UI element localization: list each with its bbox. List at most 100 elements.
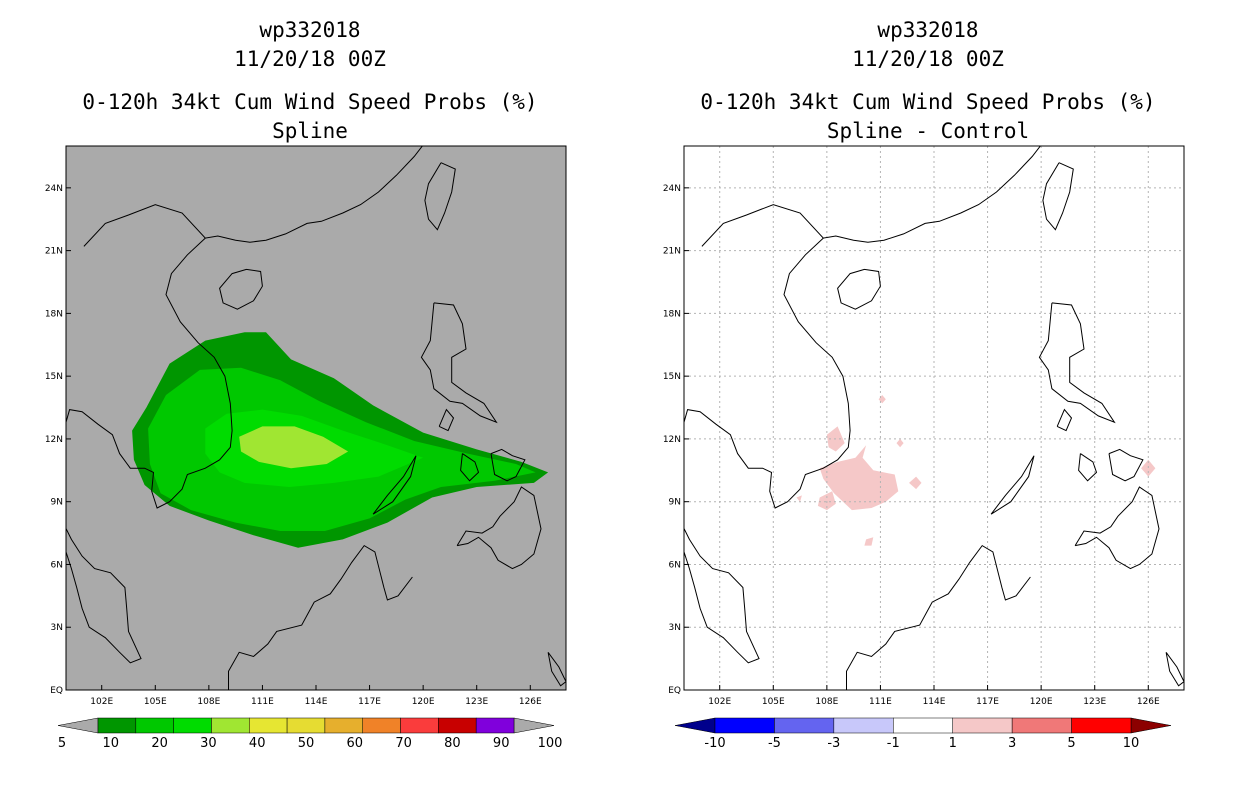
coastline-4 xyxy=(1038,302,1116,424)
y-tick-label: 3N xyxy=(51,623,63,633)
x-tick-label: 108E xyxy=(197,697,220,707)
panel-subtitle: Spline xyxy=(272,119,348,143)
coastline-0 xyxy=(83,146,423,247)
colorbar-swatch xyxy=(714,717,775,734)
colorbar: -10 -5 -3 -1 1 3 5 10 xyxy=(674,717,1172,751)
colorbar-label: 20 xyxy=(151,736,168,751)
colorbar-swatch xyxy=(1011,717,1072,734)
colorbar-label: 3 xyxy=(1008,736,1016,751)
contour-1-7 xyxy=(796,495,802,502)
y-tick-label: 3N xyxy=(669,623,681,633)
colorbar-label: 50 xyxy=(298,736,315,751)
contour-1-2 xyxy=(817,491,836,511)
colorbar-label: 80 xyxy=(444,736,461,751)
colorbar-label: 70 xyxy=(395,736,412,751)
coastline-11 xyxy=(1165,652,1184,687)
colorbar-label: 10 xyxy=(1123,736,1140,751)
y-tick-label: 24N xyxy=(663,184,681,194)
x-tick-label: 123E xyxy=(1083,697,1106,707)
y-tick-label: EQ xyxy=(50,686,63,696)
x-tick-label: 105E xyxy=(762,697,785,707)
contour-30-3 xyxy=(239,426,349,469)
colorbar-label: -3 xyxy=(827,736,840,751)
colorbar-swatch xyxy=(211,717,250,734)
colorbar-swatch xyxy=(833,717,894,734)
y-tick-label: 15N xyxy=(663,372,681,382)
y-tick-label: 21N xyxy=(663,247,681,257)
x-tick-label: 117E xyxy=(358,697,381,707)
y-tick-label: 18N xyxy=(663,309,681,319)
contour-1-0 xyxy=(819,445,899,511)
x-tick-label: 102E xyxy=(708,697,731,707)
map-layer xyxy=(684,146,1184,690)
coastline-11 xyxy=(547,652,566,687)
colorbar-label: -5 xyxy=(768,736,781,751)
coastline-7 xyxy=(1074,486,1160,570)
x-tick-label: 126E xyxy=(1137,697,1160,707)
colorbar-swatch xyxy=(324,717,363,734)
colorbar-upper-arrow xyxy=(513,717,555,734)
coastline-8 xyxy=(490,448,526,482)
colorbar-label: 30 xyxy=(200,736,217,751)
y-tick-label: 6N xyxy=(669,560,681,570)
product-name: 0-120h 34kt Cum Wind Speed Probs (%) xyxy=(82,90,538,114)
storm-id: wp332018 xyxy=(877,18,979,42)
product-name: 0-120h 34kt Cum Wind Speed Probs (%) xyxy=(700,90,1156,114)
colorbar-label: -1 xyxy=(887,736,900,751)
x-tick-label: 126E xyxy=(519,697,542,707)
y-tick-label: 9N xyxy=(51,498,63,508)
coastline-3 xyxy=(424,162,456,231)
coastline-8 xyxy=(1108,448,1144,482)
right-panel-title: wp332018 11/20/18 00Z 0-120h 34kt Cum Wi… xyxy=(678,16,1178,146)
coastline-2 xyxy=(219,268,263,310)
coastline-7 xyxy=(456,486,542,570)
colorbar-swatch xyxy=(774,717,835,734)
coastline-9 xyxy=(1078,453,1098,482)
x-tick-label: 114E xyxy=(923,697,946,707)
colorbar-upper-arrow xyxy=(1130,717,1172,734)
colorbar-label: 60 xyxy=(347,736,364,751)
y-tick-label: 12N xyxy=(663,435,681,445)
colorbar-lower-arrow xyxy=(674,717,716,734)
coastline-1 xyxy=(684,237,851,664)
colorbar-label: 40 xyxy=(249,736,266,751)
colorbar-swatch xyxy=(97,717,137,734)
contour-1-3 xyxy=(864,537,874,546)
colorbar-swatch xyxy=(286,717,326,734)
coastline-10 xyxy=(438,408,455,432)
colorbar-swatch xyxy=(135,717,174,734)
coastline-5 xyxy=(990,455,1035,515)
colorbar-swatch xyxy=(1071,717,1132,734)
storm-id: wp332018 xyxy=(259,18,361,42)
colorbar-label: 5 xyxy=(58,736,66,751)
x-tick-label: 102E xyxy=(90,697,113,707)
colorbar: 5 10 20 30 40 50 60 70 80 90 100 xyxy=(58,717,563,751)
colorbar-label: 1 xyxy=(949,736,957,751)
x-tick-label: 108E xyxy=(815,697,838,707)
contour-1-4 xyxy=(909,476,922,490)
colorbar-swatch xyxy=(400,717,439,734)
colorbar-swatch xyxy=(173,717,212,734)
coastline-6 xyxy=(846,544,1031,690)
colorbar-label: 100 xyxy=(538,736,563,751)
x-tick-label: 123E xyxy=(465,697,488,707)
forecast-time: 11/20/18 00Z xyxy=(234,47,386,71)
forecast-time: 11/20/18 00Z xyxy=(852,47,1004,71)
map-layer xyxy=(66,146,566,690)
y-tick-label: 9N xyxy=(669,498,681,508)
x-tick-label: 120E xyxy=(412,697,435,707)
coastline-5 xyxy=(372,455,417,515)
x-tick-label: 117E xyxy=(976,697,999,707)
coastline-2 xyxy=(837,268,881,310)
coastline-0 xyxy=(701,146,1041,247)
x-tick-label: 111E xyxy=(251,697,274,707)
colorbar-label: 90 xyxy=(493,736,510,751)
colorbar-swatch xyxy=(952,717,1013,734)
coastline-6 xyxy=(228,544,413,690)
colorbar-swatch xyxy=(475,717,515,734)
x-tick-label: 105E xyxy=(144,697,167,707)
x-tick-label: 114E xyxy=(305,697,328,707)
panel-subtitle: Spline - Control xyxy=(826,119,1030,143)
colorbar-label: 10 xyxy=(103,736,120,751)
